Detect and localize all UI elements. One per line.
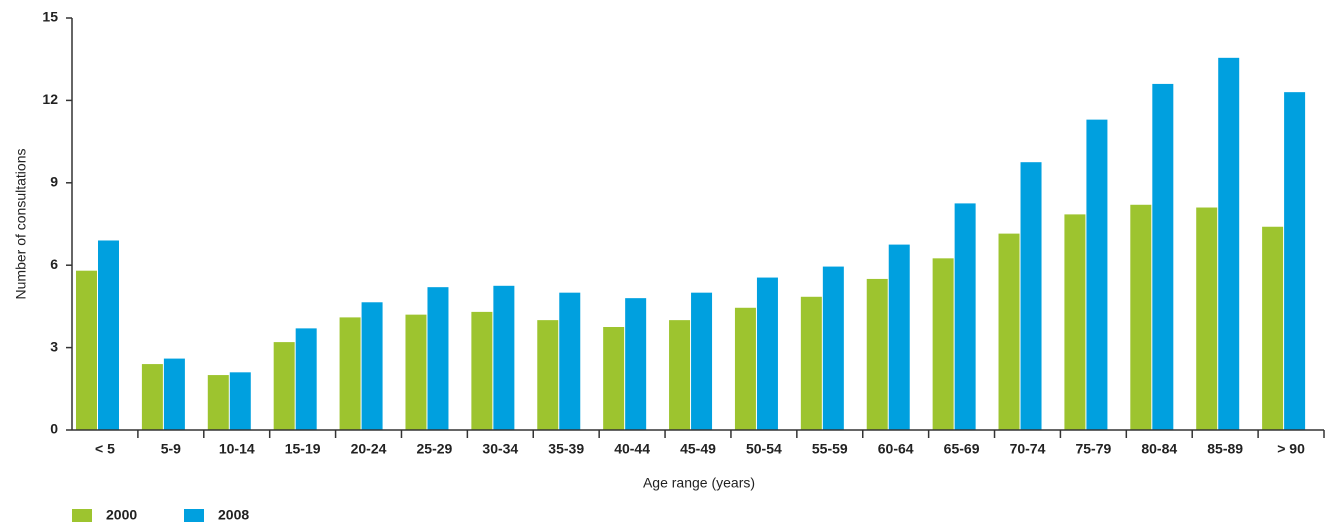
x-tick-label: 20-24 [351, 441, 387, 457]
y-tick-label: 15 [42, 9, 58, 25]
bar [998, 233, 1020, 430]
x-tick-label: 45-49 [680, 441, 716, 457]
bar [427, 287, 449, 430]
bar [537, 320, 559, 430]
bar [822, 266, 844, 430]
x-tick-label: > 90 [1277, 441, 1305, 457]
bar [273, 342, 295, 430]
y-tick-label: 9 [50, 174, 58, 190]
legend-swatch [184, 509, 204, 522]
bar [493, 285, 515, 430]
x-tick-label: 35-39 [548, 441, 584, 457]
bar [888, 244, 910, 430]
bar [734, 307, 756, 430]
bar [229, 372, 251, 430]
x-tick-label: 65-69 [944, 441, 980, 457]
bar [1218, 57, 1240, 431]
bar [207, 375, 229, 430]
x-tick-label: 30-34 [482, 441, 518, 457]
bar [339, 317, 361, 430]
bar [625, 298, 647, 430]
bar [295, 328, 317, 430]
x-tick-label: < 5 [95, 441, 115, 457]
bar [1130, 204, 1152, 430]
bar [559, 292, 581, 430]
bar [756, 277, 778, 430]
bar [800, 296, 822, 430]
x-tick-label: 40-44 [614, 441, 650, 457]
bar [1020, 162, 1042, 430]
bar [76, 270, 97, 430]
y-tick-label: 0 [50, 421, 58, 437]
x-tick-label: 75-79 [1075, 441, 1111, 457]
x-tick-label: 60-64 [878, 441, 914, 457]
bar [471, 311, 493, 430]
y-tick-label: 3 [50, 338, 58, 354]
bar [932, 258, 954, 430]
x-tick-label: 50-54 [746, 441, 782, 457]
bar [954, 203, 976, 430]
legend-label: 2000 [106, 507, 137, 523]
legend-swatch [72, 509, 92, 522]
bar [669, 320, 691, 430]
x-tick-label: 5-9 [161, 441, 181, 457]
bar [1152, 83, 1174, 431]
y-tick-label: 6 [50, 256, 58, 272]
x-tick-label: 55-59 [812, 441, 848, 457]
y-axis-label: Number of consultations [13, 149, 29, 300]
bar [603, 327, 625, 430]
x-tick-label: 10-14 [219, 441, 255, 457]
bar [163, 358, 185, 430]
bar [141, 364, 163, 430]
bar [866, 278, 888, 430]
legend-label: 2008 [218, 507, 249, 523]
bar [1196, 207, 1218, 430]
x-tick-label: 15-19 [285, 441, 321, 457]
x-axis-label: Age range (years) [643, 475, 755, 491]
bar [1086, 119, 1108, 431]
bar [691, 292, 713, 430]
x-tick-label: 70-74 [1010, 441, 1046, 457]
x-tick-label: 80-84 [1141, 441, 1177, 457]
bar [98, 240, 119, 430]
y-tick-label: 12 [42, 91, 58, 107]
x-tick-label: 85-89 [1207, 441, 1243, 457]
bar [361, 302, 383, 430]
bar [1262, 226, 1284, 430]
bar [405, 314, 427, 430]
bar [1284, 92, 1306, 430]
bar [1064, 214, 1086, 430]
x-tick-label: 25-29 [417, 441, 453, 457]
